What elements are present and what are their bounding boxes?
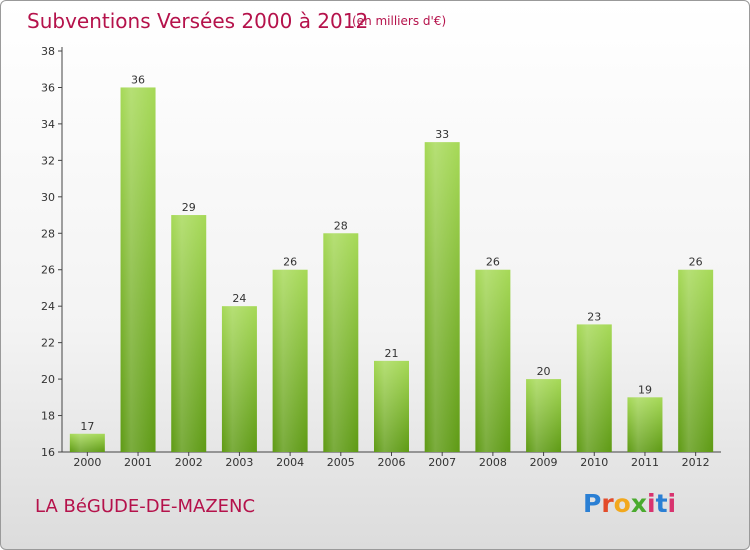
logo-letter: x [630,489,647,518]
x-tick-label-2012: 2012 [682,456,710,469]
x-tick-label-2004: 2004 [276,456,304,469]
y-tick-label: 18 [41,410,55,423]
value-label-2006: 21 [385,347,399,360]
bar-shine-2012 [678,269,714,452]
bar-shine-2009 [526,379,562,452]
value-label-2001: 36 [131,73,145,86]
y-tick-label: 34 [41,118,55,131]
logo-letter: i [667,489,677,518]
x-tick-label-2005: 2005 [327,456,355,469]
y-tick-label: 24 [41,300,55,313]
y-tick-label: 28 [41,227,55,240]
bar-shine-2006 [374,360,409,452]
commune-name: LA BéGUDE-DE-MAZENC [35,496,256,517]
logo-letter: r [601,489,614,518]
chart-title: Subventions Versées 2000 à 2012 [27,9,369,33]
x-tick-label-2008: 2008 [479,456,507,469]
bar-shine-2001 [120,87,156,453]
x-tick-label-2002: 2002 [175,456,203,469]
x-tick-label-2007: 2007 [428,456,456,469]
bar-shine-2011 [627,397,663,452]
y-tick-label: 16 [41,446,55,459]
logo-letter: o [613,489,631,518]
bar-shine-2007 [424,142,460,453]
value-label-2007: 33 [435,128,449,141]
logo-letter: t [655,489,668,518]
y-tick-label: 30 [41,191,55,204]
value-label-2010: 23 [587,310,601,323]
bar-shine-2003 [221,306,257,452]
value-label-2009: 20 [537,365,551,378]
logo-letter: i [647,489,656,518]
bar-shine-2000 [69,433,105,452]
value-label-2002: 29 [182,201,196,214]
proxiti-logo[interactable]: Proxiti [583,489,676,518]
bar-shine-2004 [272,269,308,452]
x-tick-label-2000: 2000 [73,456,101,469]
bar-shine-2008 [475,269,511,452]
chart-subtitle: (en milliers d'€) [352,14,447,28]
bar-shine-2005 [323,233,359,452]
x-tick-label-2010: 2010 [580,456,608,469]
y-tick-label: 36 [41,81,55,94]
value-label-2003: 24 [232,292,246,305]
x-tick-label-2011: 2011 [631,456,659,469]
x-tick-label-2009: 2009 [530,456,558,469]
bar-shine-2002 [171,215,207,452]
value-label-2011: 19 [638,383,652,396]
y-tick-label: 32 [41,154,55,167]
y-tick-label: 26 [41,264,55,277]
value-label-2012: 26 [689,256,703,269]
value-label-2000: 17 [80,420,94,433]
y-tick-label: 38 [41,45,55,58]
logo-letter: P [583,489,602,518]
y-tick-label: 22 [41,337,55,350]
x-tick-label-2003: 2003 [225,456,253,469]
value-label-2005: 28 [334,219,348,232]
y-tick-label: 20 [41,373,55,386]
value-label-2004: 26 [283,256,297,269]
bar-shine-2010 [576,324,612,452]
x-tick-label-2001: 2001 [124,456,152,469]
value-label-2008: 26 [486,256,500,269]
x-tick-label-2006: 2006 [378,456,406,469]
